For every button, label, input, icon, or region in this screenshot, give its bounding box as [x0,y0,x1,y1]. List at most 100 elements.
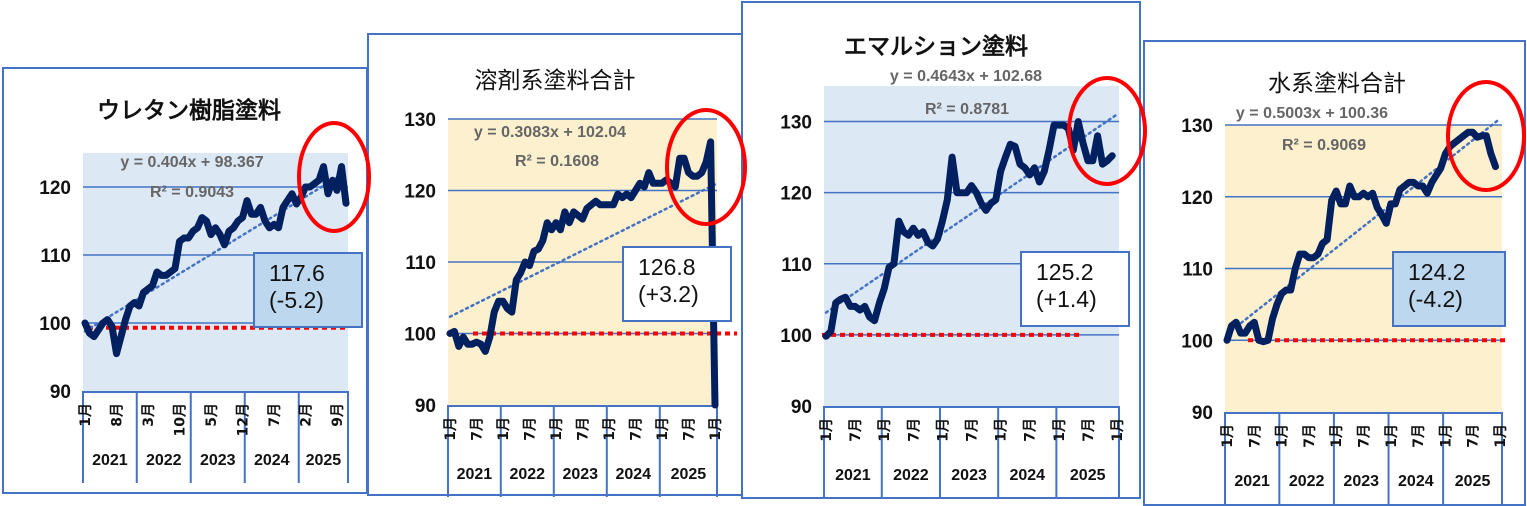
month-tick-label: 7月 [848,418,864,442]
year-label: 2021 [1234,473,1270,490]
year-label: 2024 [615,466,651,483]
y-tick-label: 120 [404,182,436,203]
r-squared: R² = 0.1608 [514,153,600,170]
y-tick-label: 90 [791,397,812,418]
latest-value-box: 117.6 (-5.2) [253,252,363,328]
year-label: 2022 [146,452,182,469]
month-tick-label: 1月 [1110,418,1126,442]
year-label: 2023 [562,466,598,483]
y-tick-label: 90 [1192,403,1213,424]
y-tick-label: 110 [405,253,436,274]
chart-title: ウレタン樹脂塗料 [97,97,281,123]
year-label: 2022 [1289,473,1325,490]
chart-title: 溶剤系塗料合計 [474,68,636,94]
month-tick-label: 1月 [819,418,835,442]
r-squared: R² = 0.9043 [149,184,235,201]
month-tick-label: 1月 [1052,418,1068,442]
month-tick-label: 1月 [78,403,94,427]
y-tick-label: 120 [1181,188,1213,209]
month-tick-label: 7月 [1302,424,1318,448]
month-tick-label: 7月 [965,418,981,442]
year-label: 2023 [1343,473,1379,490]
year-label: 2024 [1398,473,1434,490]
r-squared: R² = 0.9069 [1281,137,1367,154]
month-tick-label: 10月 [173,403,189,436]
chart-panel-waterborne: 水系塗料合計 90 100 110 120 130 2021 2022 2023 2024 202… [1143,40,1526,506]
latest-change: (+3.2) [638,281,699,307]
month-tick-label: 3月 [141,403,157,427]
latest-value: 124.2 [1408,259,1466,285]
trend-equation: y = 0.4643x + 102.68 [889,68,1043,85]
month-tick-label: 9月 [330,403,346,427]
y-tick-label: 110 [40,246,71,267]
y-tick-label: 110 [1182,260,1213,281]
y-tick-label: 130 [1181,116,1213,137]
latest-change: (+1.4) [1036,286,1097,312]
month-tick-label: 1月 [1220,424,1236,448]
year-label: 2023 [951,467,987,484]
y-tick-label: 100 [39,314,71,335]
chart-title: 水系塗料合計 [1268,71,1406,97]
chart-panel-urethane: ウレタン樹脂塗料 90 100 110 120 2021 2022 2023 2024 2025… [2,67,368,494]
month-tick-label: 1月 [1329,424,1345,448]
month-tick-label: 8月 [110,403,126,427]
latest-value-box: 124.2 (-4.2) [1392,251,1506,327]
latest-value: 117.6 [269,260,325,286]
month-tick-label: 1月 [655,417,671,441]
month-tick-label: 7月 [1357,424,1373,448]
month-tick-label: 7月 [523,417,539,441]
r-squared: R² = 0.8781 [924,101,1010,118]
month-tick-label: 1月 [1384,424,1400,448]
year-label: 2021 [835,467,871,484]
month-tick-label: 7月 [470,417,486,441]
month-tick-label: 1月 [549,417,565,441]
y-tick-label: 130 [780,113,812,134]
month-tick-label: 12月 [236,403,252,436]
year-label: 2021 [457,466,493,483]
latest-value: 125.2 [1036,259,1094,285]
year-label: 2023 [200,452,236,469]
year-label: 2025 [671,466,707,483]
y-tick-label: 120 [780,184,812,205]
month-tick-label: 7月 [1247,424,1263,448]
trend-equation: y = 0.5003x + 100.36 [1235,105,1389,122]
trend-equation: y = 0.3083x + 102.04 [473,124,627,141]
month-tick-label: 1月 [877,418,893,442]
month-tick-label: 1月 [496,417,512,441]
month-tick-label: 7月 [1411,424,1427,448]
y-tick-label: 110 [781,255,812,276]
month-tick-label: 1月 [1438,424,1454,448]
month-tick-label: 7月 [1081,418,1097,442]
chart-panel-solvent: 溶剤系塗料合計 90 100 110 120 130 2021 2022 2023 2024 20… [367,33,745,497]
year-label: 2021 [92,452,128,469]
month-tick-label: 1月 [935,418,951,442]
month-tick-label: 1月 [443,417,459,441]
latest-change: (-5.2) [269,287,324,313]
year-label: 2022 [509,466,545,483]
month-tick-label: 5月 [204,403,220,427]
month-tick-label: 7月 [1023,418,1039,442]
month-tick-label: 1月 [602,417,618,441]
y-tick-label: 100 [1181,331,1213,352]
month-tick-label: 7月 [629,417,645,441]
latest-value: 126.8 [638,254,696,280]
latest-value-box: 125.2 (+1.4) [1020,251,1130,327]
latest-change: (-4.2) [1408,286,1463,312]
year-label: 2025 [306,452,342,469]
latest-value-box: 126.8 (+3.2) [622,246,732,322]
month-tick-label: 7月 [1466,424,1482,448]
month-tick-label: 7月 [576,417,592,441]
month-tick-label: 7月 [906,418,922,442]
y-tick-label: 100 [404,325,436,346]
month-tick-label: 1月 [1275,424,1291,448]
month-tick-label: 1月 [1493,424,1509,448]
month-tick-label: 2月 [299,403,315,427]
y-tick-label: 90 [50,382,71,403]
y-tick-label: 100 [780,326,812,347]
year-label: 2025 [1070,467,1106,484]
year-label: 2024 [1009,467,1045,484]
y-tick-label: 130 [404,110,436,131]
trend-equation: y = 0.404x + 98.367 [120,154,264,171]
year-label: 2022 [893,467,929,484]
month-tick-label: 1月 [994,418,1010,442]
